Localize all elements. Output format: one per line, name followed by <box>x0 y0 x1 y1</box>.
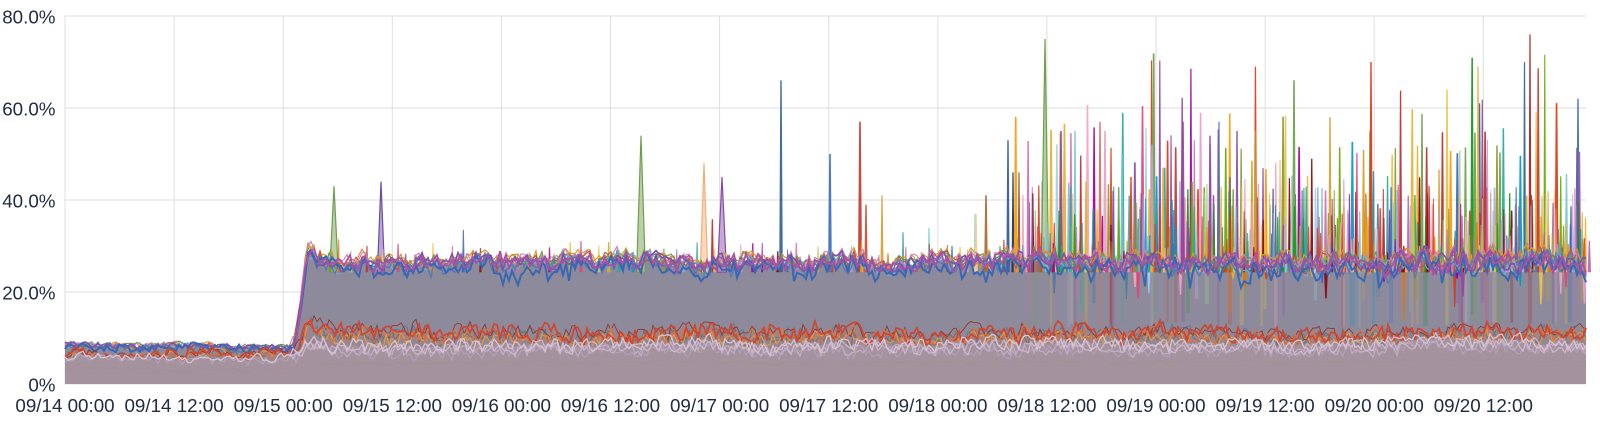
svg-text:09/20 12:00: 09/20 12:00 <box>1434 395 1533 416</box>
svg-text:09/19 00:00: 09/19 00:00 <box>1106 395 1205 416</box>
svg-text:0%: 0% <box>28 375 55 396</box>
svg-text:09/14 00:00: 09/14 00:00 <box>15 395 114 416</box>
svg-text:60.0%: 60.0% <box>2 99 56 120</box>
svg-text:09/20 00:00: 09/20 00:00 <box>1325 395 1424 416</box>
svg-text:40.0%: 40.0% <box>2 191 56 212</box>
svg-text:80.0%: 80.0% <box>2 7 56 28</box>
svg-text:09/18 00:00: 09/18 00:00 <box>888 395 987 416</box>
svg-text:09/16 00:00: 09/16 00:00 <box>452 395 551 416</box>
svg-text:09/14 12:00: 09/14 12:00 <box>124 395 223 416</box>
svg-text:09/15 12:00: 09/15 12:00 <box>343 395 442 416</box>
svg-text:09/17 00:00: 09/17 00:00 <box>670 395 769 416</box>
svg-text:09/15 00:00: 09/15 00:00 <box>234 395 333 416</box>
svg-text:09/19 12:00: 09/19 12:00 <box>1215 395 1314 416</box>
svg-text:20.0%: 20.0% <box>2 283 56 304</box>
svg-text:09/18 12:00: 09/18 12:00 <box>997 395 1096 416</box>
svg-text:09/16 12:00: 09/16 12:00 <box>561 395 660 416</box>
svg-text:09/17 12:00: 09/17 12:00 <box>779 395 878 416</box>
